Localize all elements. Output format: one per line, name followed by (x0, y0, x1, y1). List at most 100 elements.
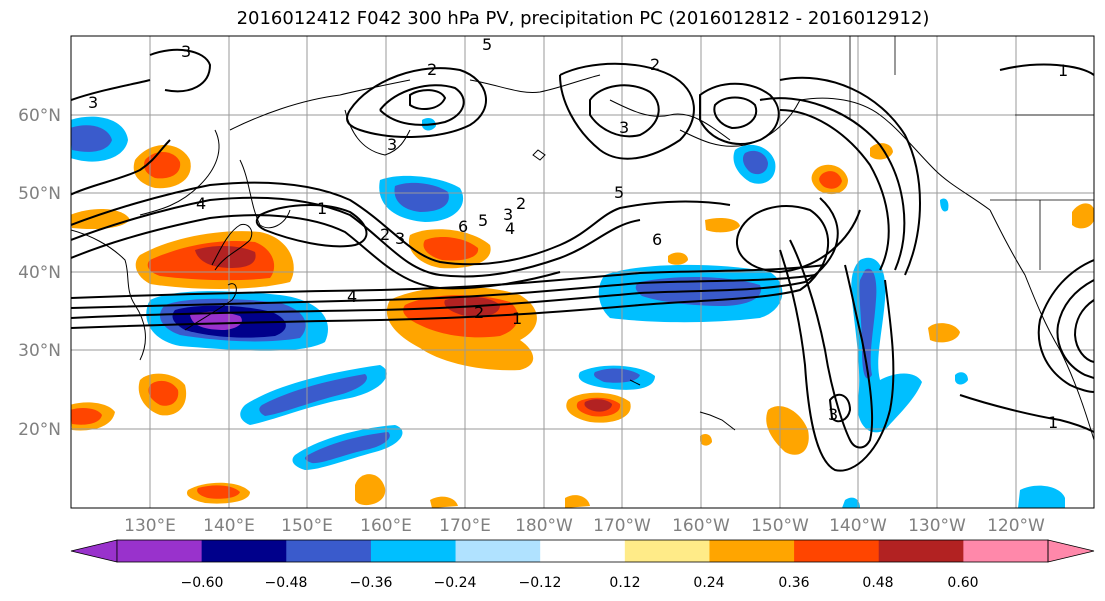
positive-precip-region (1072, 203, 1094, 229)
positive-precip-region (584, 399, 612, 412)
contour-label: 6 (652, 230, 662, 249)
colorbar-segment (624, 540, 710, 562)
positive-precip-region (423, 236, 479, 261)
contour-label: 3 (619, 118, 629, 137)
contour-label: 4 (347, 287, 357, 306)
lon-label: 150°W (751, 516, 809, 536)
pv-contour-line (779, 109, 890, 271)
colorbar-segment (117, 540, 203, 562)
colorbar-tick-label: 0.48 (862, 575, 893, 591)
pv-contour-line (699, 82, 780, 145)
colorbar-segment (963, 540, 1049, 562)
negative-precip-region (955, 372, 968, 385)
contour-labels: 3 3 5 2 2 4 1 2 3 6 5 4 3 2 6 5 1 2 4 3 … (88, 35, 1068, 432)
colorbar-segment (370, 540, 457, 562)
colorbar-tick-label: −0.24 (434, 575, 477, 591)
negative-precip-region (304, 432, 390, 464)
contour-label: 3 (503, 205, 513, 224)
pv-contours (71, 48, 1094, 472)
contour-label: 2 (650, 55, 660, 74)
colorbar-tick-label: 0.12 (609, 575, 640, 591)
contour-label: 2 (380, 225, 390, 244)
lon-label: 140°E (203, 516, 255, 536)
pv-contour-line (255, 203, 368, 248)
lat-label: 40°N (18, 263, 61, 283)
pv-contour-line (409, 89, 447, 111)
colorbar-tick-label: −0.12 (519, 575, 562, 591)
pv-contour-line (779, 76, 921, 276)
contour-label: 4 (505, 219, 515, 238)
pv-contour-line (1073, 299, 1094, 363)
colorbar-tick-label: 0.36 (778, 575, 809, 591)
lon-label: 120°W (987, 516, 1045, 536)
pv-contour-line (1037, 259, 1094, 393)
contour-label: 3 (395, 229, 405, 248)
positive-precip-region (148, 380, 179, 406)
pv-contour-line (71, 205, 861, 329)
colorbar-segment (540, 540, 626, 562)
colorbar-tick-label: −0.48 (265, 575, 308, 591)
colorbar-extend-min (70, 539, 118, 563)
pv-contour-line (713, 96, 758, 130)
pv-contour-line (779, 249, 895, 472)
positive-precip-region (565, 495, 590, 508)
positive-precip-region (195, 246, 256, 268)
colorbar-segment (201, 540, 287, 562)
lon-label: 140°W (829, 516, 887, 536)
pv-contour-line (959, 394, 1094, 433)
pv-contour-line (71, 214, 561, 290)
pv-contour-line (589, 84, 660, 138)
pv-contour-line (71, 181, 731, 266)
lon-label: 150°E (281, 516, 333, 536)
lat-label: 60°N (18, 106, 61, 126)
colorbar-tick-label: 0.24 (693, 575, 724, 591)
contour-label: 5 (478, 211, 488, 230)
contour-label: 1 (1058, 61, 1068, 80)
positive-precip-region (819, 171, 842, 189)
positive-precip-region (705, 218, 740, 233)
lon-label: 170°W (593, 516, 651, 536)
lon-label: 130°E (124, 516, 176, 536)
positive-precip-region (928, 323, 960, 343)
map-frame (70, 35, 1095, 509)
negative-precip-region (394, 182, 449, 212)
pv-contour-line (71, 274, 816, 309)
colorbar-outline (116, 539, 1049, 563)
contour-label: 2 (474, 303, 484, 322)
pv-contour-line (379, 84, 465, 126)
contour-label: 5 (614, 183, 624, 202)
positive-precip-region (668, 252, 688, 265)
lat-label: 20°N (18, 420, 61, 440)
contour-label: 5 (482, 35, 492, 54)
pv-contour-line (559, 62, 695, 160)
contour-label: 3 (181, 42, 191, 61)
negative-precip-region (1018, 485, 1065, 508)
negative-precip-region (742, 150, 768, 175)
colorbar-tick-labels: −0.60 −0.48 −0.36 −0.24 −0.12 0.12 0.24 … (181, 575, 979, 591)
pv-contour-line (346, 67, 487, 138)
colorbar-segment (286, 540, 372, 562)
lon-label: 180°W (515, 516, 573, 536)
negative-precip-region (842, 497, 860, 508)
colorbar-segment (878, 540, 964, 562)
contour-label: 1 (317, 199, 327, 218)
pv-contour-line (789, 239, 874, 449)
contour-label: 2 (516, 194, 526, 213)
pv-contour-line (999, 63, 1094, 76)
colorbar-segment (455, 540, 541, 562)
positive-precip-region (355, 474, 386, 506)
pv-contour-line (828, 393, 852, 423)
positive-precip-region (71, 407, 102, 425)
colorbar-extend-max (1047, 539, 1095, 563)
map-title: 2016012412 F042 300 hPa PV, precipitatio… (236, 8, 930, 29)
contour-label: 3 (828, 405, 838, 424)
contour-label: 2 (427, 60, 437, 79)
colorbar-tick-label: 0.60 (947, 575, 978, 591)
colorbar (70, 539, 1095, 563)
lon-label: 160°E (360, 516, 412, 536)
positive-precip-region (700, 434, 712, 446)
negative-precip-region (940, 198, 949, 212)
pv-contour-line (71, 196, 641, 278)
pv-contour-line (71, 79, 151, 101)
pv-contour-line (1056, 279, 1094, 379)
